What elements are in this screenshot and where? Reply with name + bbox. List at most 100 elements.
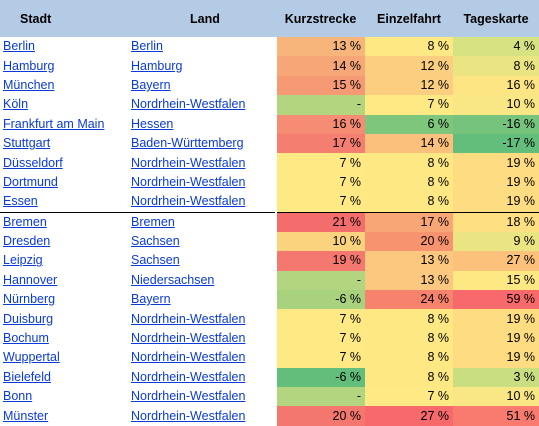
table-row: Wuppertal Nordrhein-Westfalen 7 % 8 % 19 % [0,348,539,368]
city-link[interactable]: Bielefeld [3,369,51,384]
table-row: Bonn Nordrhein-Westfalen -7 % 10 % [0,387,539,407]
cell-einzelfahrt: 8 % [365,367,453,388]
cell-stadt: Bochum [0,329,128,348]
cell-kurzstrecke: 7 % [275,192,365,213]
cell-kurzstrecke: - [275,270,365,291]
cell-kurzstrecke: 7 % [275,328,365,349]
cell-tageskarte: 51 % [453,406,539,426]
cell-kurzstrecke: -6 % [275,367,365,388]
city-link[interactable]: Münster [3,408,49,423]
cell-stadt: Nürnberg [0,290,128,309]
cell-einzelfahrt: 17 % [365,212,453,232]
cell-kurzstrecke: - [275,387,365,407]
cell-land: Niedersachsen [128,271,276,290]
state-link[interactable]: Hamburg [131,58,183,73]
table-row: Bochum Nordrhein-Westfalen 7 % 8 % 19 % [0,328,539,349]
state-link[interactable]: Nordrhein-Westfalen [131,194,246,209]
state-link[interactable]: Nordrhein-Westfalen [131,350,246,365]
table-row: Berlin Berlin 13 % 8 % 4 % [0,37,539,57]
state-link[interactable]: Bremen [131,214,175,229]
city-link[interactable]: Bonn [3,389,33,404]
table-row: Düsseldorf Nordrhein-Westfalen 7 % 8 % 19 % [0,153,539,173]
state-link[interactable]: Nordrhein-Westfalen [131,155,246,170]
cell-land: Sachsen [128,232,276,251]
city-link[interactable]: Wuppertal [3,350,60,365]
cell-kurzstrecke: 20 % [275,406,365,426]
city-link[interactable]: Berlin [3,39,35,54]
cell-kurzstrecke: -6 % [275,290,365,310]
cell-tageskarte: 18 % [453,212,539,232]
city-link[interactable]: Bremen [3,214,47,229]
cell-tageskarte: 4 % [453,37,539,57]
cell-stadt: Bremen [0,212,128,232]
cell-tageskarte: 59 % [453,290,539,310]
cell-einzelfahrt: 27 % [365,406,453,426]
state-link[interactable]: Nordrhein-Westfalen [131,389,246,404]
cell-einzelfahrt: 8 % [365,192,453,213]
cell-land: Nordrhein-Westfalen [128,368,276,387]
cell-land: Nordrhein-Westfalen [128,348,276,367]
state-link[interactable]: Nordrhein-Westfalen [131,331,246,346]
cell-stadt: Hannover [0,271,128,290]
city-link[interactable]: Hannover [3,272,58,287]
cell-tageskarte: 19 % [453,153,539,173]
cell-land: Nordrhein-Westfalen [128,387,276,406]
city-link[interactable]: Köln [3,97,29,112]
cell-tageskarte: 27 % [453,251,539,271]
cell-tageskarte: 3 % [453,367,539,388]
state-link[interactable]: Nordrhein-Westfalen [131,369,246,384]
table-body: Berlin Berlin 13 % 8 % 4 % Hamburg Hamburg 14 %… [0,37,539,426]
city-link[interactable]: Düsseldorf [3,155,63,170]
cell-kurzstrecke: 14 % [275,56,365,76]
table-row: Münster Nordrhein-Westfalen 20 % 27 % 51 % [0,406,539,426]
city-link[interactable]: Hamburg [3,58,55,73]
city-link[interactable]: Dortmund [3,174,58,189]
header-stadt: Stadt [0,0,128,37]
state-link[interactable]: Nordrhein-Westfalen [131,174,246,189]
city-link[interactable]: Essen [3,194,38,209]
header-tageskarte: Tageskarte [453,0,539,37]
cell-tageskarte: 10 % [453,95,539,115]
state-link[interactable]: Niedersachsen [131,272,215,287]
city-link[interactable]: Stuttgart [3,136,51,151]
cell-land: Nordrhein-Westfalen [128,95,276,114]
cell-land: Hessen [128,115,276,134]
city-link[interactable]: Nürnberg [3,292,56,307]
state-link[interactable]: Nordrhein-Westfalen [131,408,246,423]
city-link[interactable]: Frankfurt am Main [3,116,105,131]
cell-tageskarte: 16 % [453,75,539,96]
cell-kurzstrecke: 10 % [275,231,365,252]
state-link[interactable]: Baden-Württemberg [131,136,244,151]
table-row: Dresden Sachsen 10 % 20 % 9 % [0,231,539,252]
cell-einzelfahrt: 7 % [365,387,453,407]
cell-stadt: Frankfurt am Main [0,115,128,134]
cell-tageskarte: 9 % [453,231,539,252]
cell-stadt: Wuppertal [0,348,128,367]
cell-stadt: Hamburg [0,56,128,75]
cell-tageskarte: 19 % [453,309,539,329]
city-link[interactable]: Leipzig [3,253,43,268]
cell-stadt: Dresden [0,232,128,251]
header-kurzstrecke: Kurzstrecke [276,0,365,37]
state-link[interactable]: Bayern [131,292,171,307]
state-link[interactable]: Nordrhein-Westfalen [131,311,246,326]
state-link[interactable]: Sachsen [131,234,180,249]
table-row: Nürnberg Bayern -6 % 24 % 59 % [0,290,539,310]
city-link[interactable]: Duisburg [3,311,54,326]
cell-tageskarte: 10 % [453,387,539,407]
state-link[interactable]: Berlin [131,39,163,54]
cell-kurzstrecke: 7 % [275,309,365,329]
state-link[interactable]: Nordrhein-Westfalen [131,97,246,112]
state-link[interactable]: Sachsen [131,253,180,268]
state-link[interactable]: Hessen [131,116,174,131]
cell-einzelfahrt: 24 % [365,290,453,310]
cell-land: Nordrhein-Westfalen [128,329,276,348]
state-link[interactable]: Bayern [131,77,171,92]
cell-kurzstrecke: 13 % [275,37,365,57]
city-link[interactable]: Dresden [3,234,51,249]
city-link[interactable]: Bochum [3,331,49,346]
city-link[interactable]: München [3,77,55,92]
cell-land: Nordrhein-Westfalen [128,406,276,425]
header-land: Land [128,0,276,37]
cell-tageskarte: 19 % [453,328,539,349]
